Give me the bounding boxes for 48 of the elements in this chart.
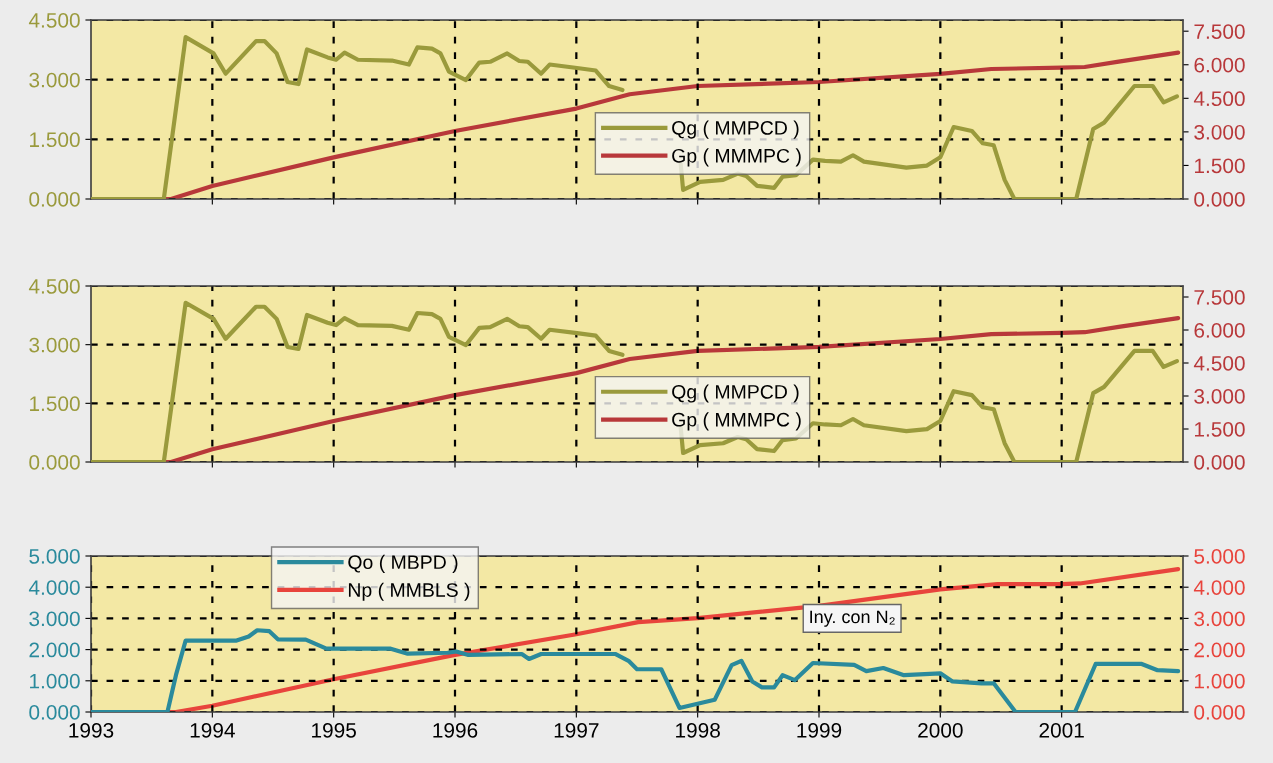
- x-tick-label: 1997: [554, 722, 599, 738]
- y2-tick-label: 6.000: [1194, 323, 1245, 338]
- y2-tick-label: 4.000: [1193, 580, 1245, 595]
- y-tick-label: 4.500: [28, 13, 80, 28]
- y-tick-label: 0.000: [29, 192, 80, 207]
- y2-tick-label: 6.000: [1194, 57, 1245, 73]
- legend-label: Gp ( MMMPC ): [672, 412, 801, 431]
- y-tick-label: 3.000: [29, 72, 80, 88]
- y2-tick-label: 2.000: [1194, 642, 1245, 658]
- y2-tick-label: 1.500: [1195, 158, 1245, 174]
- legend-label: Gp ( MMMPC ): [672, 148, 801, 167]
- x-tick-label: 1998: [676, 722, 720, 738]
- legend-label: Qg ( MMPCD ): [672, 120, 799, 139]
- y2-tick-label: 0.000: [1194, 192, 1245, 207]
- y2-tick-label: 5.000: [1194, 549, 1245, 564]
- legend-label: Qg ( MMPCD ): [672, 384, 799, 403]
- y-tick-label: 2.000: [29, 642, 80, 658]
- y-tick-label: 1.000: [30, 673, 80, 689]
- y-tick-label: 1.500: [30, 132, 80, 148]
- x-tick-label: 1994: [190, 722, 235, 738]
- y-tick-label: 0.000: [29, 705, 80, 720]
- y2-tick-label: 4.500: [1193, 356, 1245, 371]
- y2-tick-label: 1.000: [1195, 673, 1245, 689]
- x-tick-label: 2000: [918, 722, 963, 738]
- y2-tick-label: 1.500: [1195, 422, 1245, 437]
- x-tick-label: 1995: [312, 722, 356, 738]
- y-tick-label: 1.500: [30, 396, 80, 412]
- x-tick-label: 1993: [69, 722, 114, 738]
- y-tick-label: 3.000: [29, 337, 80, 353]
- x-tick-label: 2001: [1039, 722, 1084, 738]
- y-tick-label: 5.000: [29, 549, 80, 564]
- y2-tick-label: 3.000: [1194, 611, 1245, 627]
- legend-label: Qo ( MBPD ): [348, 554, 458, 573]
- y2-tick-label: 0.000: [1194, 705, 1245, 720]
- y-tick-label: 0.000: [29, 455, 80, 470]
- legend-label: Np ( MMBLS ): [348, 582, 470, 601]
- y2-tick-label: 0.000: [1194, 455, 1245, 470]
- x-tick-label: 1996: [433, 722, 478, 738]
- y2-tick-label: 7.500: [1194, 290, 1245, 305]
- annotation: Iny. con N₂: [810, 610, 895, 627]
- y-tick-label: 4.000: [28, 580, 80, 595]
- y-tick-label: 3.000: [29, 611, 80, 627]
- x-tick-label: 1999: [797, 722, 842, 738]
- y2-tick-label: 3.000: [1194, 124, 1245, 140]
- y-tick-label: 4.500: [28, 279, 80, 294]
- y2-tick-label: 7.500: [1194, 24, 1245, 39]
- y2-tick-label: 3.000: [1194, 389, 1245, 404]
- y2-tick-label: 4.500: [1193, 91, 1245, 107]
